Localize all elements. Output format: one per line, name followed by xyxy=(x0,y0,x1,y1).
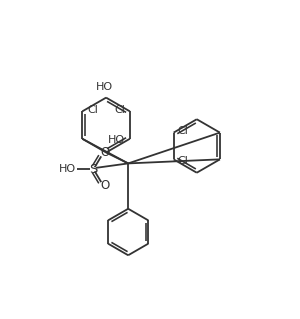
Text: O: O xyxy=(100,180,110,192)
Text: Cl: Cl xyxy=(178,126,189,137)
Text: O: O xyxy=(100,146,110,159)
Text: HO: HO xyxy=(96,82,113,92)
Text: HO: HO xyxy=(59,164,76,174)
Text: Cl: Cl xyxy=(114,105,125,115)
Text: S: S xyxy=(89,163,98,176)
Text: Cl: Cl xyxy=(87,105,98,115)
Text: Cl: Cl xyxy=(178,156,189,166)
Text: HO: HO xyxy=(108,135,125,145)
